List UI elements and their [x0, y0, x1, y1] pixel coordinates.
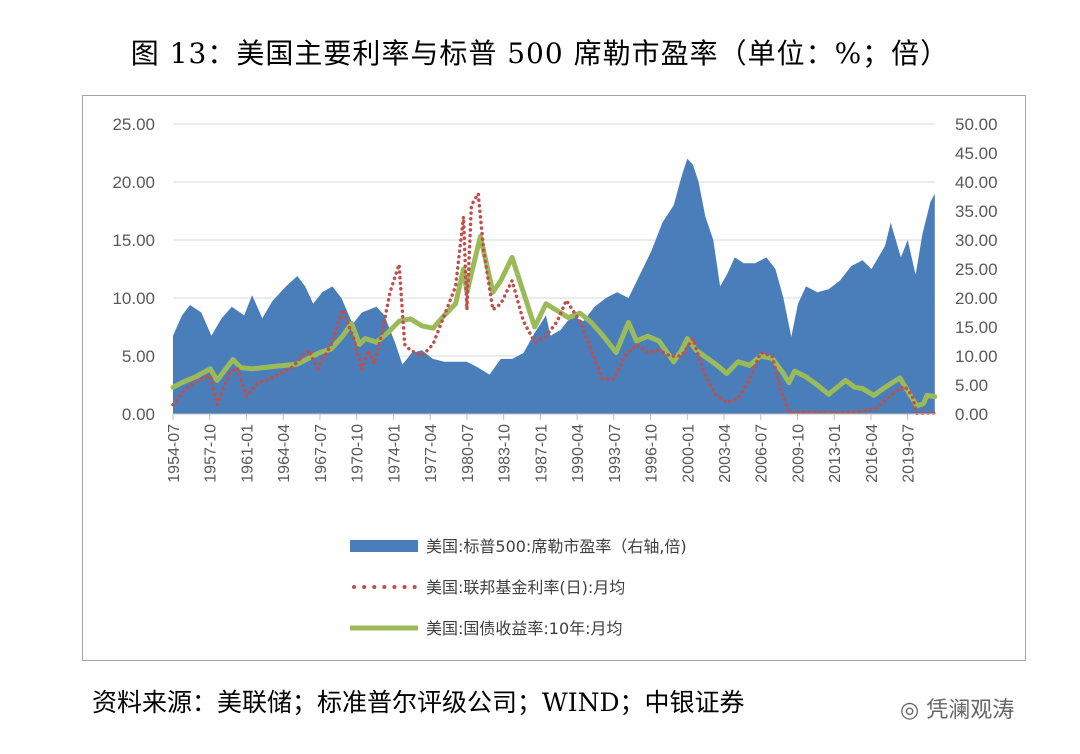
x-tick-label: 1987-01	[533, 424, 550, 483]
chart-frame	[82, 95, 1026, 661]
right-tick-label: 5.00	[955, 376, 988, 395]
right-tick-label: 10.00	[955, 347, 998, 366]
x-tick-label: 1974-01	[386, 424, 403, 483]
shiller-pe-area	[173, 158, 935, 414]
right-tick-label: 35.00	[955, 202, 998, 221]
left-tick-label: 0.00	[122, 405, 155, 424]
watermark: ◎ 凭澜观涛	[900, 692, 1014, 724]
legend-label: 美国:国债收益率:10年:月均	[426, 619, 623, 638]
left-tick-label: 10.00	[112, 289, 155, 308]
x-tick-label: 2000-01	[680, 424, 697, 483]
area-series	[173, 158, 935, 414]
axes: 0.00 5.00 10.00 15.00 20.00 25.00 0.00 5.00 10.0…	[112, 115, 997, 483]
x-tick-label: 1977-04	[423, 424, 440, 483]
right-tick-label: 0.00	[955, 405, 988, 424]
x-tick-label: 1961-01	[239, 424, 256, 483]
x-tick-label: 2006-07	[754, 424, 771, 483]
right-tick-label: 40.00	[955, 173, 998, 192]
x-tick-label: 1980-07	[460, 424, 477, 483]
right-tick-label: 25.00	[955, 260, 998, 279]
x-tick-label: 2009-10	[790, 424, 807, 483]
left-tick-label: 25.00	[112, 115, 155, 134]
x-tick-label: 1967-07	[313, 424, 330, 483]
wechat-icon: ◎	[900, 698, 920, 723]
x-tick-label: 2019-07	[901, 424, 918, 483]
x-tick-label: 1983-10	[497, 424, 514, 483]
right-tick-label: 50.00	[955, 115, 998, 134]
line-series	[170, 234, 938, 409]
right-tick-label: 15.00	[955, 318, 998, 337]
left-tick-label: 5.00	[122, 347, 155, 366]
x-tick-label: 2016-04	[864, 424, 881, 483]
x-tick-label: 2003-04	[717, 424, 734, 483]
legend-label: 美国:联邦基金利率(日):月均	[426, 578, 625, 597]
watermark-text: 凭澜观涛	[926, 698, 1015, 723]
x-tick-label: 1993-07	[607, 424, 624, 483]
legend-label: 美国:标普500:席勒市盈率（右轴,倍)	[426, 537, 687, 556]
x-tick-label: 1954-07	[166, 424, 183, 483]
x-tick-label: 2013-01	[827, 424, 844, 483]
x-tick-label: 1970-10	[350, 424, 367, 483]
x-tick-label: 1996-10	[644, 424, 661, 483]
right-tick-label: 45.00	[955, 144, 998, 163]
source-note: 资料来源：美联储；标准普尔评级公司；WIND；中银证券	[92, 688, 745, 717]
legend: 美国:标普500:席勒市盈率（右轴,倍) 美国:联邦基金利率(日):月均美国:国债…	[350, 537, 687, 638]
right-tick-label: 30.00	[955, 231, 998, 250]
legend-swatch-area	[350, 540, 418, 552]
dotted-series	[171, 188, 937, 416]
fed-funds-rate-dots	[171, 188, 937, 416]
x-tick-label: 1990-04	[570, 424, 587, 483]
x-tick-label: 1964-04	[276, 424, 293, 483]
left-tick-label: 15.00	[112, 231, 155, 250]
treasury-10y-line	[170, 234, 938, 409]
left-tick-label: 20.00	[112, 173, 155, 192]
chart-title: 图 13：美国主要利率与标普 500 席勒市盈率（单位：%；倍）	[130, 37, 950, 70]
right-tick-label: 20.00	[955, 289, 998, 308]
x-tick-label: 1957-10	[203, 424, 220, 483]
